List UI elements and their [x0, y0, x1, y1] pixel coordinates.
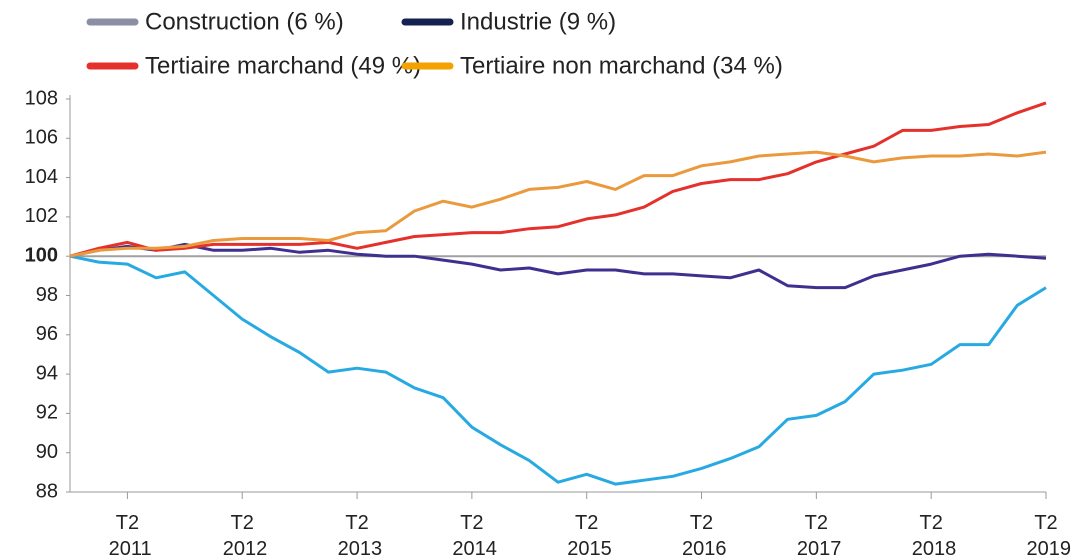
y-tick-label: 106	[25, 127, 58, 149]
x-tick-label: T2 2011	[103, 512, 152, 560]
x-tick-label: T2 2017	[791, 512, 841, 560]
y-tick-label: 92	[36, 402, 58, 424]
legend-label: Construction (6 %)	[145, 8, 344, 35]
series-line	[69, 150, 1047, 258]
y-tick-label: 108	[25, 87, 58, 109]
y-tick-label: 98	[36, 284, 58, 306]
y-tick-label: 104	[25, 166, 58, 188]
x-tick-label: T2 2014	[447, 512, 497, 560]
y-tick-label: 94	[36, 362, 58, 384]
series-line	[69, 242, 1047, 290]
legend-label: Tertiaire non marchand (34 %)	[460, 52, 783, 79]
x-tick-label: T2 2016	[676, 512, 726, 560]
series-line	[69, 101, 1047, 258]
y-tick-label: 90	[36, 441, 58, 463]
x-tick-label: T2 2012	[217, 512, 267, 560]
legend-label: Tertiaire marchand (49 %)	[145, 52, 421, 79]
x-tick-label: T2 2018	[906, 512, 956, 560]
y-tick-label: 96	[36, 323, 58, 345]
y-tick-label: 88	[36, 480, 58, 502]
y-tick-label: 102	[25, 205, 58, 227]
series-line	[69, 254, 1047, 486]
x-tick-label: T2 2013	[332, 512, 382, 560]
x-tick-label: T2 2015	[562, 512, 612, 560]
legend: Construction (6 %) Industrie (9 %) Tertiai…	[86, 8, 783, 79]
y-tick-label: 100	[25, 244, 58, 266]
legend-label: Industrie (9 %)	[460, 8, 616, 35]
x-tick-label: T2 2019	[1021, 512, 1071, 560]
